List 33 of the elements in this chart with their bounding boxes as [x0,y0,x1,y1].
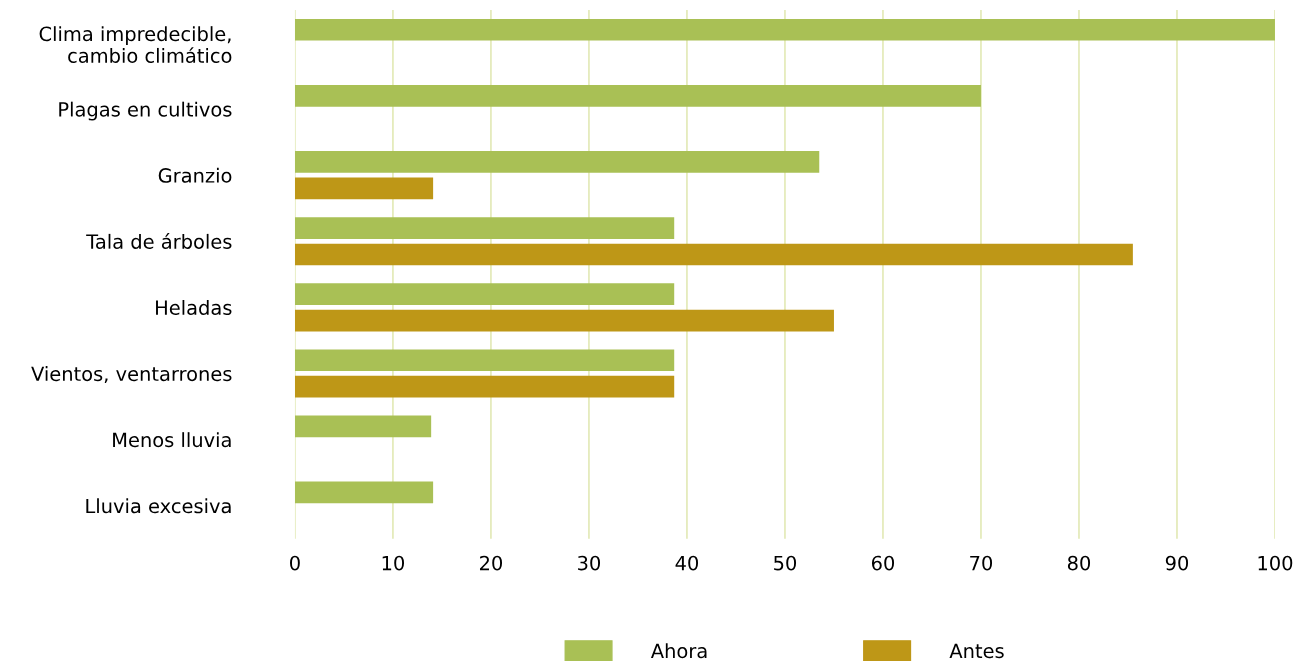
x-tick-label: 60 [871,555,895,571]
bar [294,349,675,372]
x-tick-label: 80 [1067,555,1091,571]
y-tick-label: Lluvia excesiva [86,498,231,514]
x-tick-label: 0 [290,555,300,571]
x-tick-label: 70 [970,555,993,571]
y-tick-label: Plagas en cultivos [59,101,232,121]
y-tick-label: Menos lluvia [113,432,231,448]
bar [294,217,675,239]
y-tick-label: Tala de árboles [86,233,232,249]
legend-label: Antes [949,643,1004,659]
bar [294,283,675,305]
bar [294,177,434,200]
legend-label: Ahora [650,643,707,659]
y-tick-label: Granzio [158,167,232,183]
bar [294,415,432,438]
bar [294,85,981,107]
y-tick-label: Clima impredecible, cambio climático [39,26,232,63]
bar [294,375,675,398]
bar [294,151,820,173]
x-tick-label: 90 [1165,555,1189,571]
x-tick-label: 50 [774,555,797,571]
y-tick-label: Vientos, ventarrones [31,366,232,384]
bar [294,309,834,332]
x-tick-label: 20 [479,555,503,571]
x-tick-label: 10 [382,555,405,571]
bar [294,481,434,504]
x-tick-label: 30 [578,555,601,571]
bar [294,243,1133,266]
y-tick-label: Heladas [156,299,232,316]
x-tick-label: 40 [675,555,699,571]
x-tick-label: 100 [1258,555,1293,571]
bar [294,18,1275,41]
